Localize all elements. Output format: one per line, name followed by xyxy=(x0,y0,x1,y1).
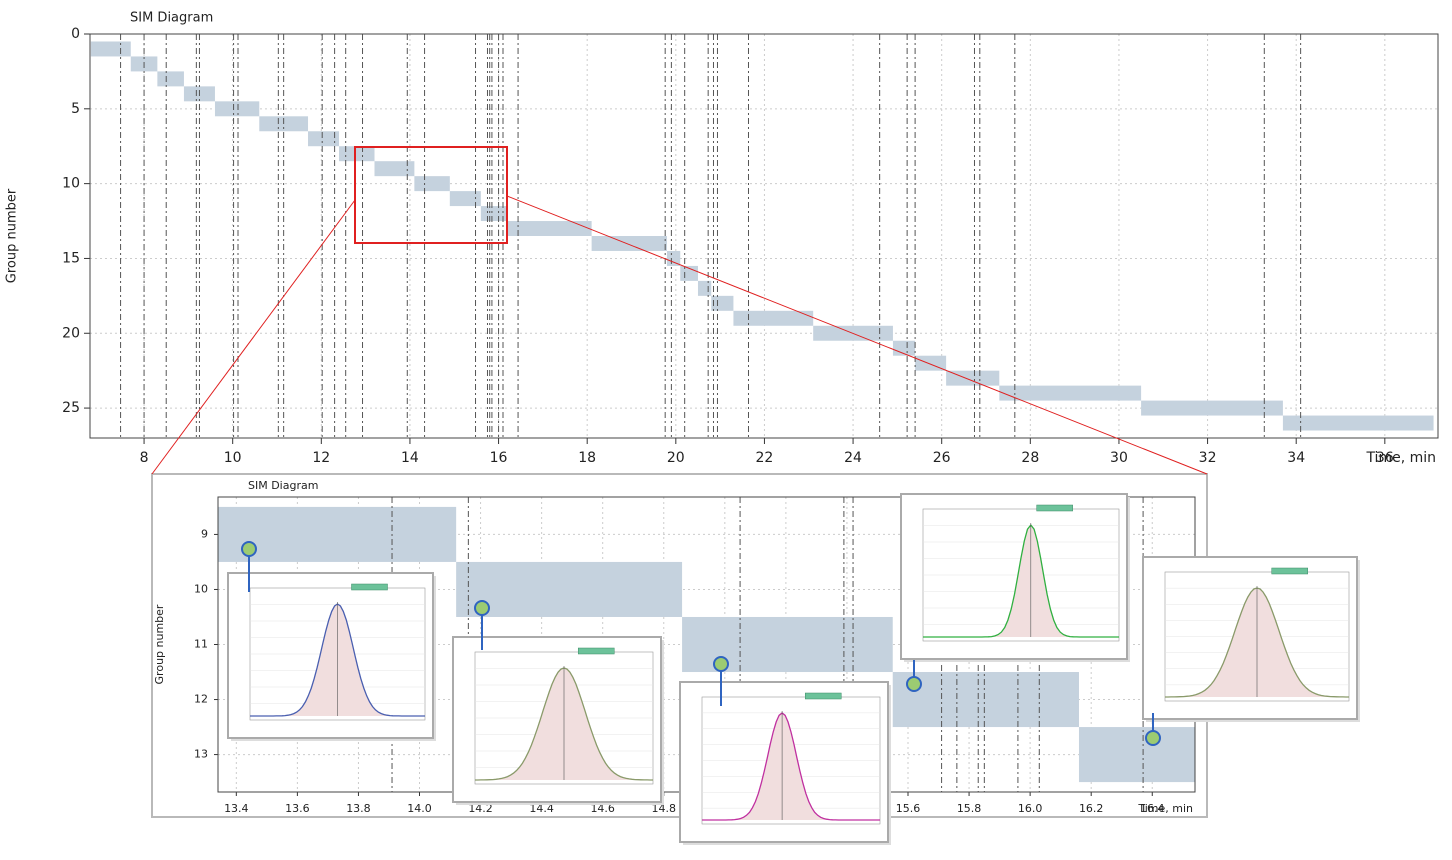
group-bar xyxy=(591,236,667,251)
group-bar xyxy=(218,506,457,562)
y-tick-label: 11 xyxy=(194,638,208,651)
group-bar xyxy=(414,176,450,192)
y-tick-label: 20 xyxy=(62,325,80,341)
group-bar xyxy=(456,561,683,617)
plot-area xyxy=(90,34,1438,438)
x-tick-label: 14.0 xyxy=(407,802,432,815)
x-tick-label: 16.4 xyxy=(1140,802,1165,815)
x-tick-label: 26 xyxy=(933,450,951,466)
thumb-peak xyxy=(702,712,880,821)
x-tick-label: 13.6 xyxy=(285,802,310,815)
plot-frame xyxy=(89,33,1439,439)
group-bar xyxy=(507,221,592,236)
x-tick-label: 13.4 xyxy=(224,802,249,815)
group-bar xyxy=(214,101,260,117)
group-bar xyxy=(999,385,1142,401)
zoom-line xyxy=(506,195,1208,475)
pin xyxy=(241,541,257,557)
group-bar xyxy=(90,41,131,57)
y-tick-label: 12 xyxy=(194,693,208,706)
group-bar xyxy=(339,146,375,162)
thumb-tag xyxy=(1271,567,1308,575)
x-tick-label: 18 xyxy=(578,450,596,466)
x-tick-label: 34 xyxy=(1287,450,1305,466)
x-tick-label: 16 xyxy=(490,450,508,466)
x-tick-label: 30 xyxy=(1110,450,1128,466)
group-bar xyxy=(733,310,814,326)
x-tick-label: 36 xyxy=(1376,450,1394,466)
group-bar xyxy=(892,672,1079,728)
y-tick-label: 10 xyxy=(194,582,208,595)
group-bar xyxy=(1078,727,1195,783)
y-tick-label: 10 xyxy=(62,176,80,192)
chart-title: SIM Diagram xyxy=(248,479,318,492)
thumb-peak xyxy=(923,523,1119,638)
group-bar xyxy=(1282,415,1434,431)
x-tick-label: 14.6 xyxy=(590,802,615,815)
group-bar xyxy=(449,191,481,207)
thumb-peak-fill xyxy=(702,713,880,820)
x-tick-label: 13.8 xyxy=(346,802,371,815)
x-tick-label: 32 xyxy=(1199,450,1217,466)
x-tick-label: 15.6 xyxy=(896,802,921,815)
x-tick-label: 16.2 xyxy=(1079,802,1104,815)
group-bar xyxy=(157,71,184,87)
y-tick-label: 13 xyxy=(194,748,208,761)
group-bar xyxy=(711,295,734,311)
x-tick-label: 22 xyxy=(756,450,774,466)
x-tick-label: 14.4 xyxy=(529,802,554,815)
x-tick-label: 15.8 xyxy=(957,802,982,815)
y-tick-label: 5 xyxy=(71,101,80,117)
group-bar xyxy=(946,370,1000,386)
pin xyxy=(474,600,490,616)
group-bar xyxy=(666,250,681,266)
thumb-tag xyxy=(577,647,615,655)
x-tick-label: 8 xyxy=(140,450,149,466)
pin xyxy=(906,676,922,692)
thumb-peak-fill xyxy=(923,525,1119,637)
x-tick-label: 14 xyxy=(401,450,419,466)
group-bar xyxy=(374,161,415,177)
thumb-tag xyxy=(1036,504,1073,512)
y-tick-label: 9 xyxy=(201,527,208,540)
pin xyxy=(1145,730,1161,746)
y-tick-label: 25 xyxy=(62,400,80,416)
x-tick-label: 20 xyxy=(667,450,685,466)
zoom-line xyxy=(151,199,356,475)
x-tick-label: 14.8 xyxy=(652,802,677,815)
chart-title: SIM Diagram xyxy=(130,11,213,26)
y-tick-label: 0 xyxy=(71,26,80,42)
x-tick-label: 28 xyxy=(1021,450,1039,466)
x-tick-label: 12 xyxy=(312,450,330,466)
group-bar xyxy=(1141,400,1283,416)
y-axis-label: Group number xyxy=(5,188,20,283)
zoom-box xyxy=(354,146,508,244)
x-axis-label: Time, min xyxy=(1365,450,1436,466)
group-bar xyxy=(697,280,712,296)
y-axis-label: Group number xyxy=(153,604,166,684)
x-axis-label: Time, min xyxy=(1137,802,1193,815)
x-tick-label: 16.0 xyxy=(1018,802,1043,815)
group-bar xyxy=(308,131,340,147)
thumb-tag xyxy=(804,692,842,700)
x-tick-label: 14.2 xyxy=(468,802,493,815)
y-tick-label: 15 xyxy=(62,250,80,266)
thumb-tag xyxy=(351,583,388,591)
pin xyxy=(713,656,729,672)
x-tick-label: 10 xyxy=(224,450,242,466)
x-tick-label: 24 xyxy=(844,450,862,466)
